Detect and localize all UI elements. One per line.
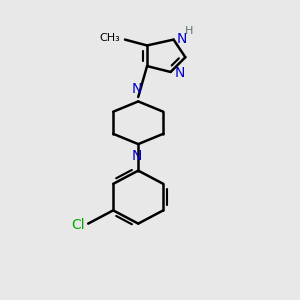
Text: H: H — [185, 26, 193, 36]
Text: N: N — [132, 82, 142, 96]
Text: N: N — [177, 32, 188, 46]
Text: N: N — [174, 66, 185, 80]
Text: N: N — [132, 149, 142, 164]
Text: Cl: Cl — [71, 218, 85, 232]
Text: CH₃: CH₃ — [100, 33, 121, 43]
